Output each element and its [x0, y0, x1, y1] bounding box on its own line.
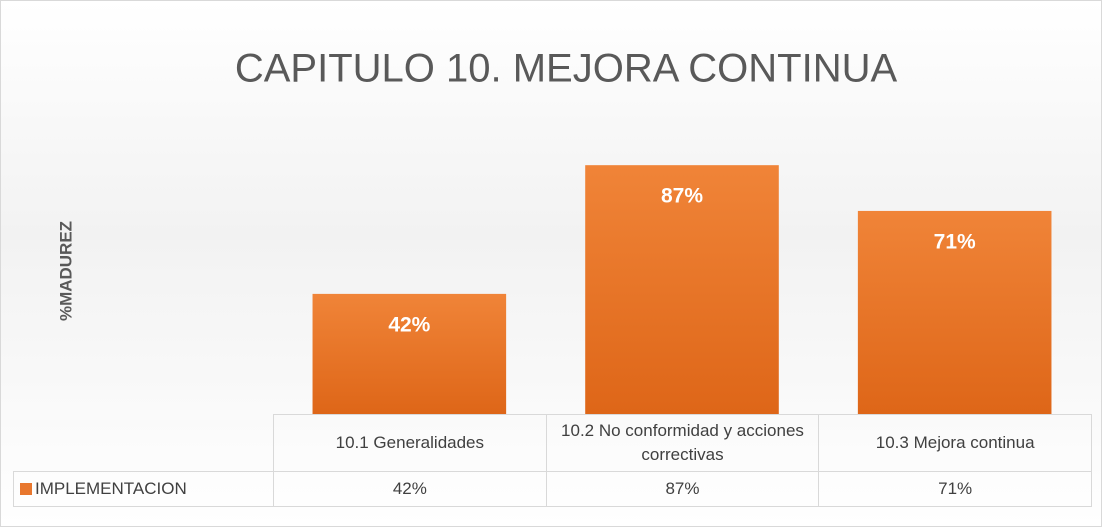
table-category: 10.1 Generalidades [273, 414, 547, 472]
table-category: 10.3 Mejora continua [818, 414, 1092, 472]
bar [585, 165, 779, 414]
table-value: 71% [818, 471, 1092, 507]
table-category: 10.2 No conformidad y acciones correctiv… [545, 414, 820, 472]
bar [857, 210, 1052, 414]
data-label: 87% [661, 185, 703, 208]
legend-entry: IMPLEMENTACION [13, 471, 274, 507]
data-label: 42% [388, 313, 430, 336]
legend-swatch [20, 483, 32, 495]
bar [312, 293, 507, 414]
legend-label: IMPLEMENTACION [35, 479, 187, 498]
chart-title: CAPITULO 10. MEJORA CONTINUA [235, 47, 898, 91]
table-value: 42% [273, 471, 547, 507]
table-value: 87% [545, 471, 820, 507]
data-label: 71% [934, 230, 976, 253]
y-axis-label: %MADUREZ [56, 221, 75, 321]
